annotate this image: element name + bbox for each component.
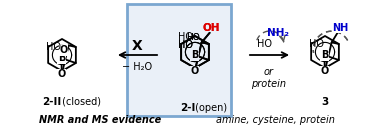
Text: OH: OH — [203, 23, 220, 33]
Text: HO: HO — [178, 32, 193, 42]
Text: B: B — [321, 50, 328, 60]
Text: HO: HO — [186, 33, 200, 42]
Text: B: B — [191, 50, 198, 60]
Text: amine, cysteine, protein: amine, cysteine, protein — [215, 115, 335, 125]
Text: NH₂: NH₂ — [267, 28, 289, 38]
Text: (open): (open) — [192, 103, 228, 113]
Text: O: O — [321, 66, 329, 76]
Text: O: O — [191, 66, 199, 76]
Text: O: O — [58, 69, 66, 79]
Text: HO: HO — [46, 42, 61, 52]
Text: HO: HO — [186, 33, 200, 42]
Text: B: B — [191, 50, 198, 60]
Text: NH: NH — [332, 23, 349, 33]
Text: O: O — [60, 45, 68, 55]
Text: protein: protein — [251, 79, 287, 89]
Text: HO: HO — [257, 39, 273, 49]
Text: (closed): (closed) — [59, 97, 101, 107]
Text: or: or — [264, 67, 274, 77]
Text: HO: HO — [309, 39, 324, 49]
Text: OH: OH — [203, 23, 220, 33]
Text: NMR and MS evidence: NMR and MS evidence — [39, 115, 161, 125]
Text: B: B — [58, 53, 65, 63]
Text: 2-II: 2-II — [42, 97, 62, 107]
Text: HO: HO — [178, 40, 193, 50]
Bar — [127, 4, 231, 116]
Text: 2-I: 2-I — [180, 103, 196, 113]
Text: 3: 3 — [321, 97, 328, 107]
Text: O: O — [191, 66, 199, 76]
Text: − H₂O: − H₂O — [122, 62, 152, 72]
Text: HO: HO — [178, 40, 193, 50]
Text: X: X — [132, 39, 143, 53]
